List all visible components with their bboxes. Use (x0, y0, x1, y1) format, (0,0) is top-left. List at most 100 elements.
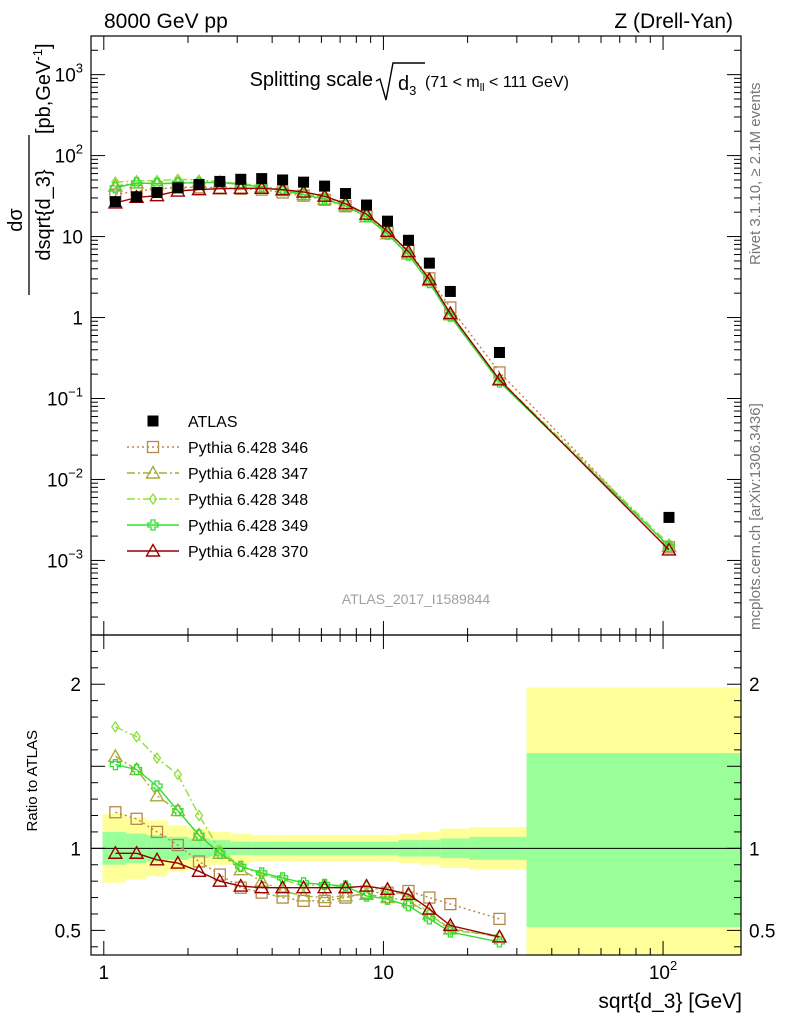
ratio-point-2 (253, 873, 270, 887)
atlas-data-point (381, 215, 393, 227)
legend-label-4: Pythia 6.428 349 (188, 518, 308, 535)
series-point-5 (274, 181, 291, 196)
ratio-point-4 (381, 893, 394, 905)
svg-text:[pb,GeV-1]: [pb,GeV-1] (30, 43, 55, 134)
ratio-point-2 (337, 888, 354, 902)
x-tick-label: 102 (649, 958, 677, 984)
atlas-data-point (131, 191, 143, 203)
series-point-5 (491, 371, 508, 386)
y-tick-label: 0.5 (55, 921, 81, 942)
title-range-pre: (71 < m (425, 74, 480, 91)
ratio-point-1 (493, 912, 506, 926)
main-title: Splitting scale d3 (71 < mll < 111 GeV) (250, 62, 569, 101)
ratio-point-5 (400, 886, 417, 900)
ratio-point-5 (107, 845, 124, 859)
ratio-point-5 (491, 929, 508, 943)
header-right: Z (Drell-Yan) (614, 10, 733, 33)
atlas-data-point (298, 176, 310, 188)
ylabel-unit-post: ] (33, 43, 55, 49)
ratio-point-5 (421, 901, 438, 915)
ratio-point-4 (276, 872, 289, 884)
y-tick-label: 1 (72, 309, 83, 330)
x-tick-label: 1 (99, 963, 110, 984)
svg-text:(71 < mll < 111 GeV): (71 < mll < 111 GeV) (425, 74, 569, 94)
series-point-4 (444, 310, 456, 322)
title-main: Splitting scale (250, 69, 373, 91)
ylabel-den: dsqrt{d_3} (33, 169, 55, 261)
ratio-point-5 (295, 879, 312, 894)
atlas-data-point (256, 173, 268, 185)
ratio-line-1 (115, 811, 500, 920)
ratio-point-4 (423, 913, 436, 925)
stat-uncertainty-band (526, 753, 741, 928)
atlas-data-point (402, 234, 414, 246)
atlas-data-point (193, 178, 205, 190)
ratio-point-4 (109, 758, 122, 771)
y-tick-label: 10−3 (47, 546, 83, 572)
rivet-label: Rivet 3.1.10, ≥ 2.1M events (747, 83, 764, 266)
ratio-point-1 (130, 812, 143, 825)
y-tick-label-right: 1 (749, 839, 760, 860)
ratio-point-5 (233, 878, 249, 892)
sqrt-sign-icon (375, 62, 425, 101)
ratio-point-5 (274, 879, 291, 894)
ratio-point-3 (152, 751, 162, 765)
atlas-data-point (109, 196, 121, 208)
atlas-data-point (361, 199, 373, 211)
ratio-point-1 (171, 838, 184, 852)
atlas-data-point (444, 285, 456, 297)
y-tick-label: 10−2 (47, 465, 83, 491)
legend-marker-5 (145, 543, 161, 557)
ratio-point-1 (150, 825, 164, 839)
ratio-frame (90, 634, 742, 956)
ratio-point-4 (235, 860, 247, 873)
ratio-point-5 (212, 873, 228, 887)
legend-marker-3 (148, 492, 158, 506)
ratio-point-1 (402, 884, 415, 898)
atlas-data-point (172, 182, 184, 194)
ratio-point-5 (316, 879, 333, 894)
ratio-point-5 (337, 879, 354, 894)
svg-text:d3: d3 (398, 73, 416, 98)
x-tick-label: 10 (373, 963, 394, 984)
ratio-point-4 (172, 804, 184, 817)
y-tick-label: 10−1 (47, 385, 83, 411)
series-point-5 (358, 206, 375, 220)
series-point-4 (109, 182, 122, 194)
series-point-4 (381, 228, 394, 240)
ratio-point-5 (128, 845, 145, 859)
series-point-5 (442, 305, 459, 320)
y-tick-label-right: 0.5 (749, 921, 775, 942)
ratio-point-4 (193, 829, 205, 841)
ratio-point-5 (149, 851, 165, 866)
y-tick-label-right: 2 (749, 675, 760, 696)
atlas-data-point (214, 175, 226, 187)
ratio-point-4 (402, 900, 415, 912)
ylabel-num: dσ (5, 208, 27, 232)
series-line-3 (115, 178, 670, 545)
y-tick-label: 1 (70, 839, 81, 860)
ratio-point-3 (173, 768, 183, 781)
ratio-point-4 (151, 780, 163, 792)
watermark: ATLAS_2017_I1589844 (342, 591, 491, 607)
atlas-data-point (663, 511, 675, 523)
series-point-5 (661, 541, 677, 556)
series-point-4 (339, 200, 352, 212)
legend-label-1: Pythia 6.428 346 (188, 440, 308, 457)
title-range-sub: ll (480, 82, 485, 94)
series-point-5 (295, 184, 312, 198)
series-point-5 (212, 180, 228, 195)
series-point-5 (379, 223, 396, 238)
ratio-point-4 (256, 867, 268, 879)
y-tick-label: 102 (55, 142, 83, 168)
ratio-point-1 (444, 897, 457, 911)
atlas-data-point (423, 257, 435, 269)
y-axis-label-ratio: Ratio to ATLAS (24, 730, 41, 831)
ratio-line-2 (115, 755, 500, 938)
atlas-data-point (151, 187, 163, 199)
legend-label-2: Pythia 6.428 347 (188, 466, 308, 483)
ylabel-unit-pre: [pb,GeV (33, 60, 55, 134)
title-var: d (398, 73, 409, 95)
